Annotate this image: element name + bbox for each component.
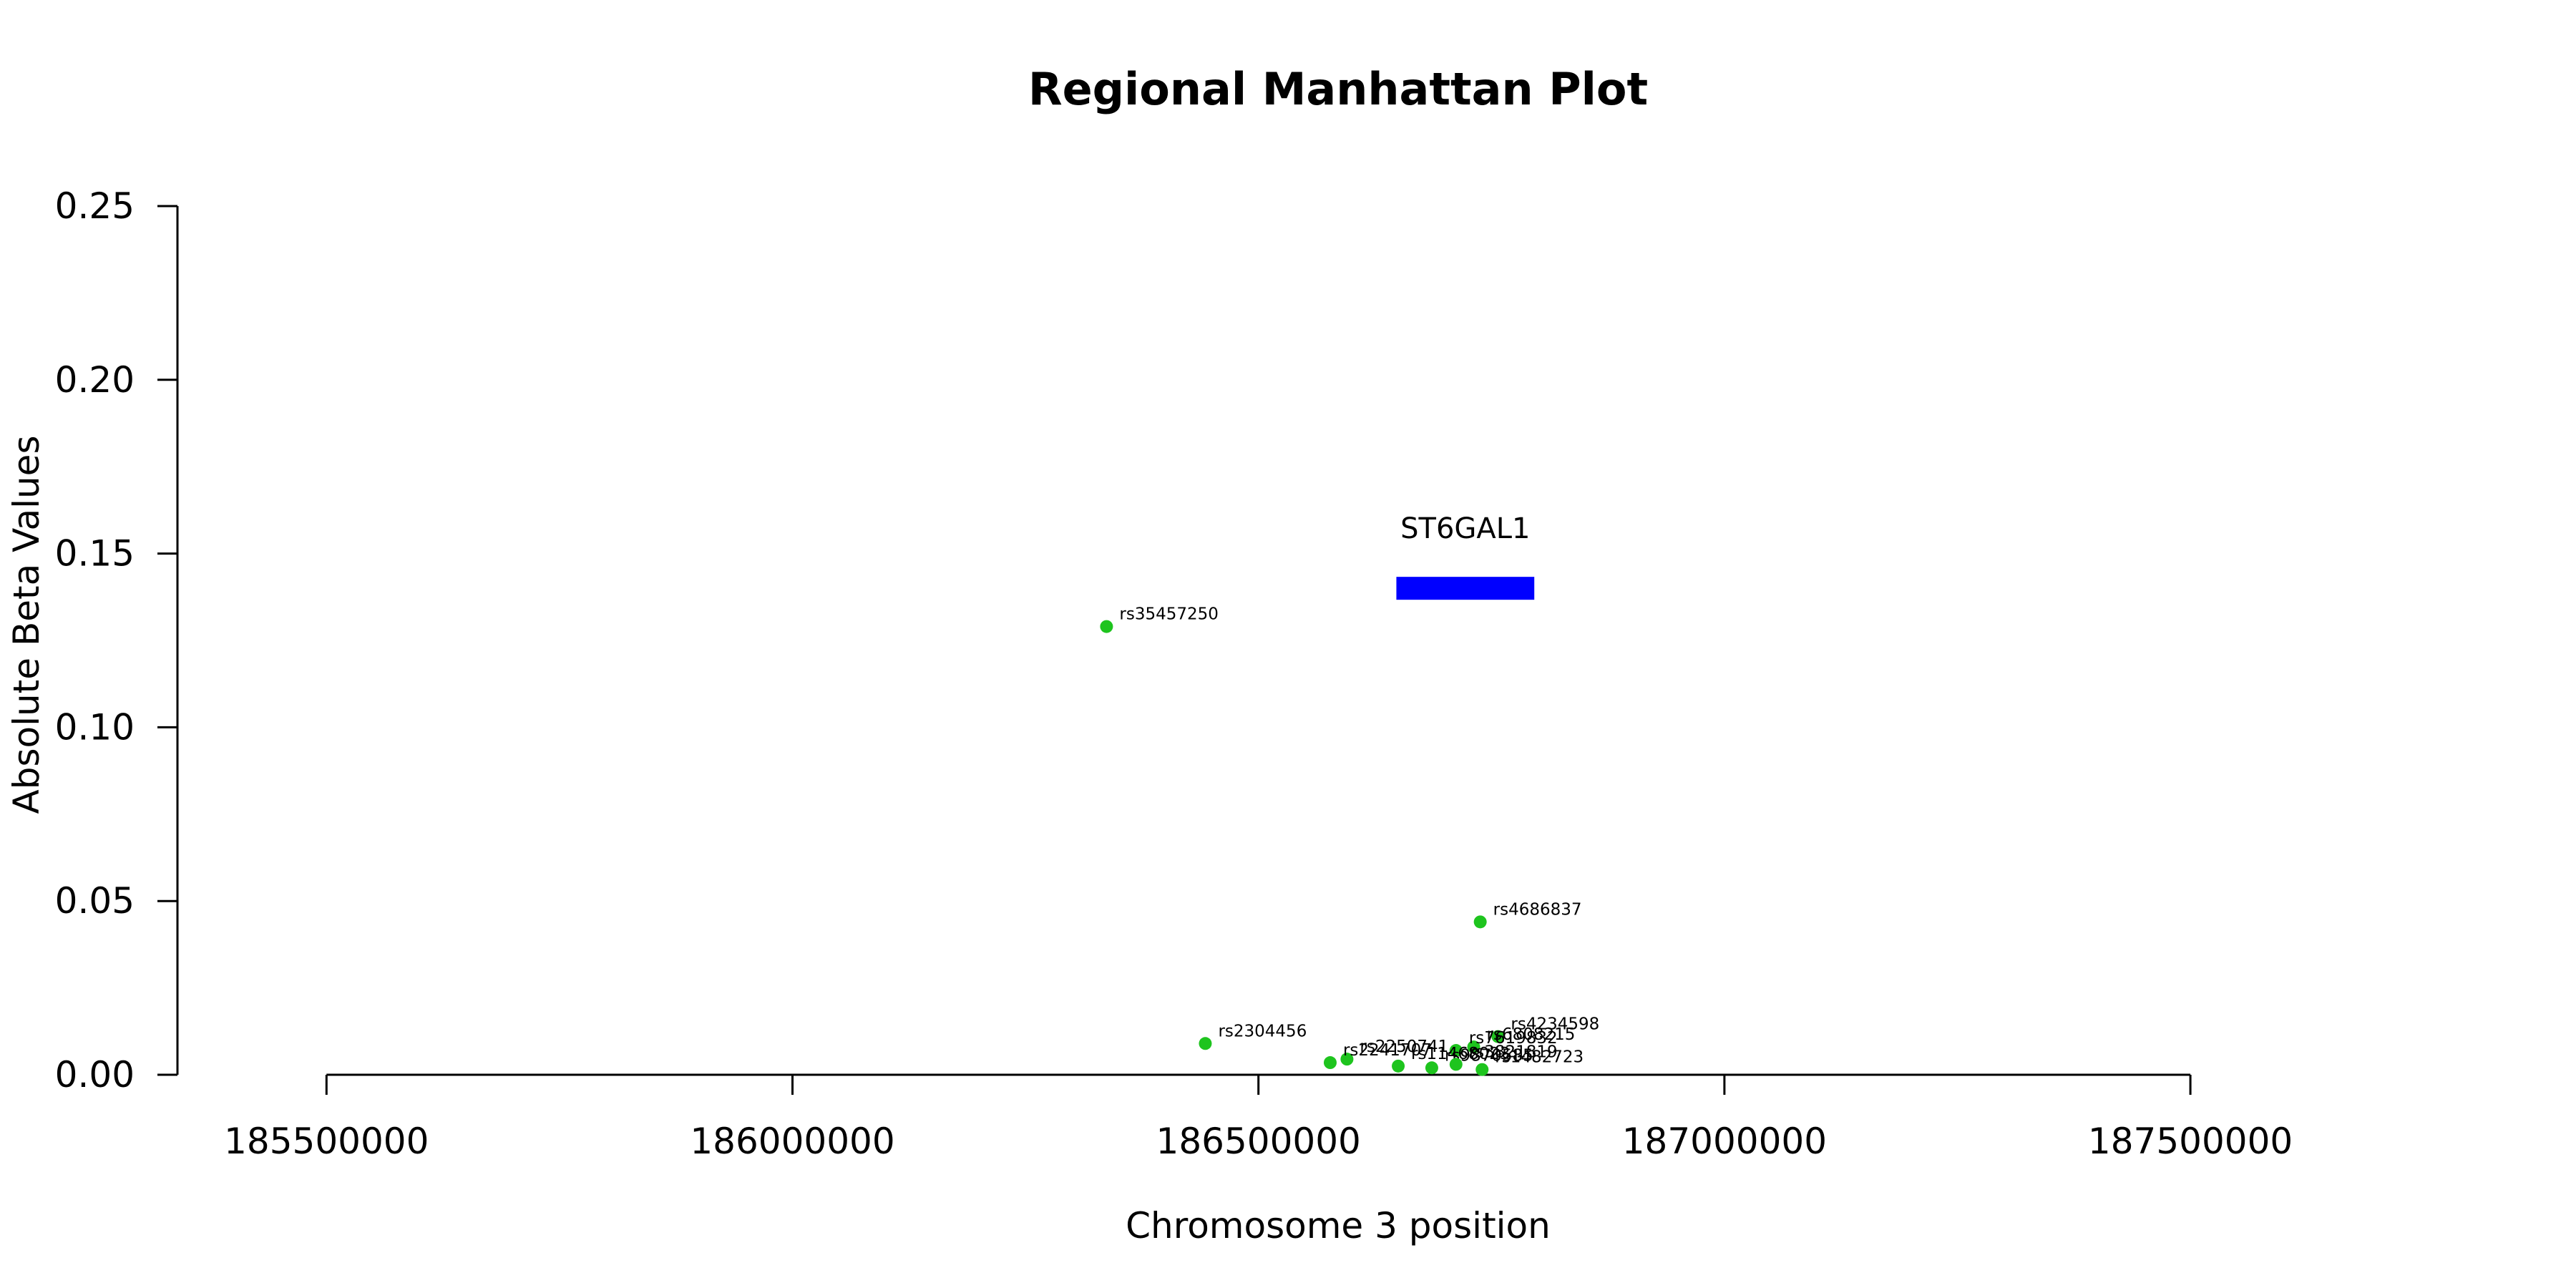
- data-point: [1199, 1037, 1212, 1050]
- gene-bar: [1396, 577, 1535, 600]
- data-point: [1100, 620, 1113, 633]
- y-tick-label: 0.00: [55, 1054, 135, 1096]
- y-tick-label: 0.15: [55, 533, 135, 575]
- data-point: [1425, 1061, 1438, 1075]
- chart-title: Regional Manhattan Plot: [1028, 63, 1648, 115]
- snp-label: rs2241707: [1343, 1041, 1432, 1060]
- x-tick-label: 186000000: [690, 1121, 894, 1162]
- data-point: [1392, 1059, 1405, 1073]
- data-point: [1340, 1053, 1354, 1066]
- data-point: [1475, 1063, 1489, 1076]
- y-tick-label: 0.05: [55, 880, 135, 922]
- gene-label: ST6GAL1: [1400, 512, 1530, 545]
- snp-label: rs4234598: [1511, 1015, 1599, 1034]
- snp-label: rs6808215: [1487, 1025, 1576, 1044]
- snp-label: rs2304456: [1218, 1022, 1307, 1040]
- data-point: [1473, 915, 1487, 929]
- snp-label: rs4686837: [1493, 900, 1582, 919]
- data-point: [1449, 1044, 1463, 1058]
- snp-label: rs35457250: [1119, 605, 1219, 624]
- snp-label: rs3821819: [1469, 1043, 1558, 1061]
- data-point: [1449, 1058, 1463, 1071]
- gene-track: ST6GAL1: [1396, 512, 1535, 600]
- x-tick-label: 185500000: [224, 1121, 429, 1162]
- data-point: [1323, 1056, 1337, 1070]
- x-tick-label: 186500000: [1156, 1121, 1361, 1162]
- snp-label: rs2250741: [1360, 1038, 1448, 1056]
- y-axis-label: Absolute Beta Values: [6, 436, 47, 814]
- data-point: [1467, 1040, 1480, 1054]
- snp-label: rs7619832: [1469, 1029, 1558, 1048]
- x-tick-label: 187000000: [1622, 1121, 1827, 1162]
- data-points: rs35457250 rs4686837 rs2304456 rs4234598rs6…: [1100, 605, 1599, 1076]
- snp-label: rs1482723: [1495, 1048, 1584, 1067]
- y-tick-label: 0.20: [55, 359, 135, 401]
- x-axis-label: Chromosome 3 position: [1126, 1205, 1551, 1246]
- y-tick-label: 0.25: [55, 185, 135, 227]
- y-tick-label: 0.10: [55, 706, 135, 748]
- x-tick-label: 187500000: [2088, 1121, 2293, 1162]
- axes: 0.00 0.05 0.10 0.15 0.20 0.25 185500000 1860000…: [55, 185, 2293, 1162]
- data-point: [1491, 1030, 1505, 1043]
